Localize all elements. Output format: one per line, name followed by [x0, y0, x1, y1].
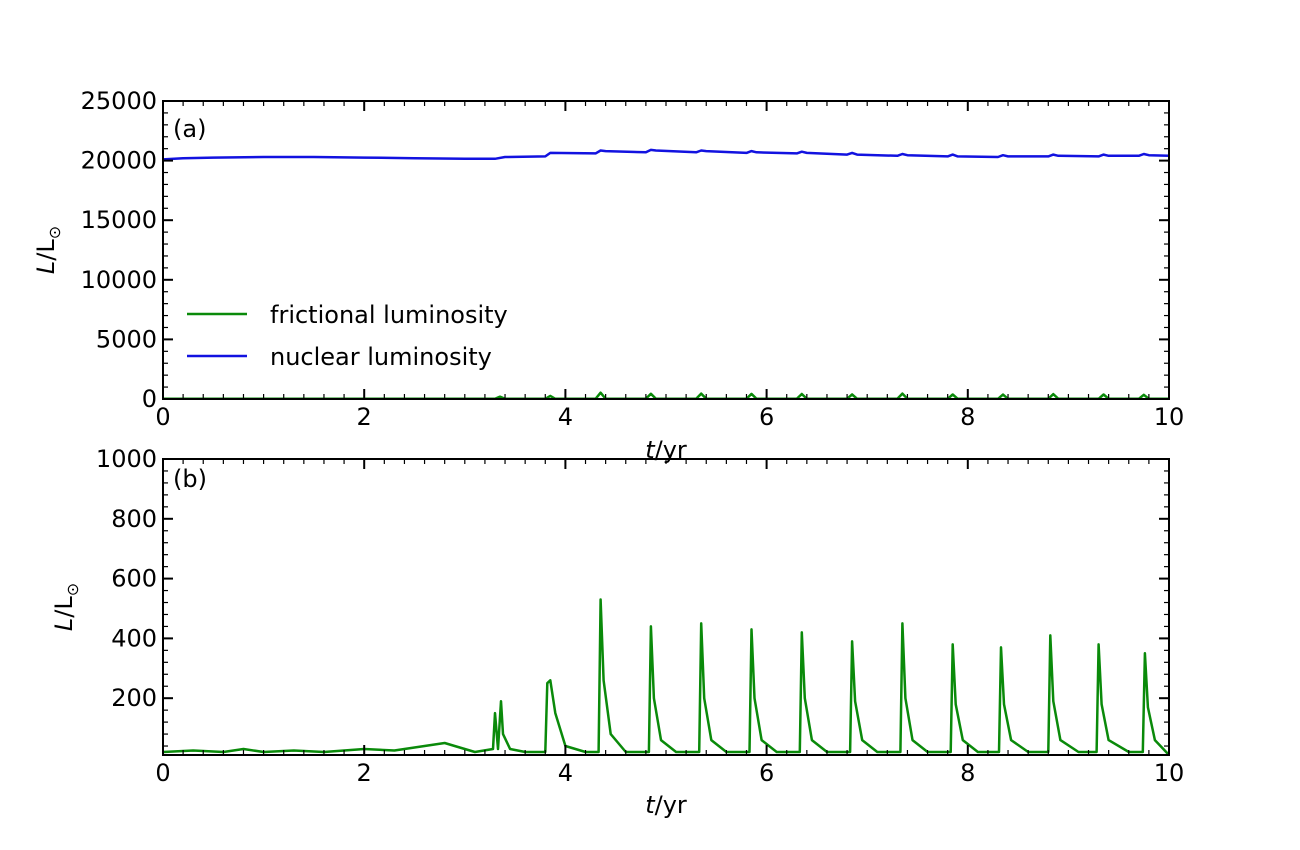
panel-b-frame [162, 458, 1170, 756]
panel-a-ylabel: L/L⊙ [32, 226, 64, 274]
x-tick-label: 0 [155, 403, 170, 431]
y-tick-label: 800 [111, 505, 157, 533]
y-tick-label: 25000 [81, 87, 157, 115]
x-tick-label: 6 [759, 403, 774, 431]
y-tick-label: 400 [111, 624, 157, 652]
legend: frictional luminosity nuclear luminosity [187, 301, 508, 371]
panel-b-series-layer [163, 598, 1169, 755]
y-tick-label: 10000 [81, 266, 157, 294]
legend-label-nuclear: nuclear luminosity [270, 343, 492, 371]
y-tick-label: 1000 [96, 445, 157, 473]
x-tick-label: 2 [357, 403, 372, 431]
y-tick-label: 20000 [81, 147, 157, 175]
panel-b-label: (b) [173, 465, 207, 493]
panel-a-series-nuclear-luminosity [163, 148, 1169, 161]
panel-b-ticks: 0 2 4 6 8 10 200 400 600 800 1000 [96, 445, 1184, 787]
x-tick-label: 4 [558, 759, 573, 787]
x-tick-label: 2 [357, 759, 372, 787]
y-tick-label: 600 [111, 565, 157, 593]
y-tick-label: 15000 [81, 206, 157, 234]
panel-a-ticks: 0 2 4 6 8 10 0 5000 10000 15000 20000 25000 [81, 87, 1185, 431]
x-tick-label: 0 [155, 759, 170, 787]
x-tick-label: 10 [1154, 403, 1185, 431]
y-tick-label: 200 [111, 684, 157, 712]
panel-b-xlabel: t/yr [645, 791, 687, 819]
panel-b-series-frictional-luminosity [163, 598, 1169, 755]
x-tick-label: 8 [960, 759, 975, 787]
x-tick-label: 6 [759, 759, 774, 787]
y-tick-label: 0 [142, 385, 157, 413]
x-tick-label: 10 [1154, 759, 1185, 787]
panel-b-ylabel: L/L⊙ [50, 583, 82, 631]
y-tick-label: 5000 [96, 325, 157, 353]
legend-label-frictional: frictional luminosity [270, 301, 508, 329]
x-tick-label: 8 [960, 403, 975, 431]
panel-a-label: (a) [173, 115, 206, 143]
panel-b: 0 2 4 6 8 10 200 400 600 800 1000 (b) t/yr L/L⊙ [50, 445, 1184, 819]
x-tick-label: 4 [558, 403, 573, 431]
